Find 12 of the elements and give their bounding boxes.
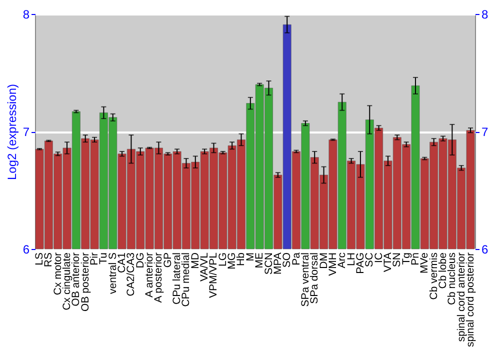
x-tick-label: MVe [418,252,431,274]
x-tick-label: spinal cord posterior [464,252,477,348]
x-tick-label: RS [42,252,55,268]
y-tick-label: 7 [22,125,30,139]
y-tick-label: 6 [22,242,30,256]
x-tick-label: Cb lobe [436,252,449,289]
y2-tick-label: 7 [482,125,488,139]
x-tick-label: LS [33,252,46,266]
y2-tick-label: 8 [482,8,488,22]
y-tick-label: 8 [22,8,30,22]
y2-tick-label: 6 [482,242,488,256]
y-axis-title: Log2 (expression) [4,84,19,180]
